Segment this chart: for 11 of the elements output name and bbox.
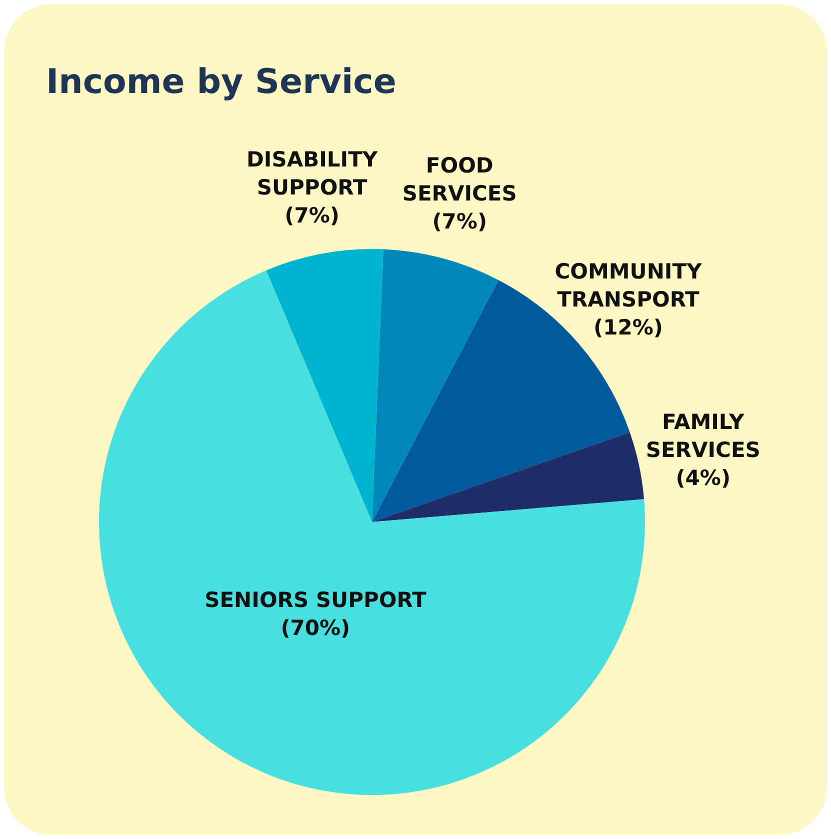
slice-label: COMMUNITY TRANSPORT xyxy=(554,259,703,312)
chart-title: Income by Service xyxy=(46,62,396,102)
data-label: (7%) xyxy=(284,203,340,228)
data-label: (7%) xyxy=(432,209,488,234)
data-label: (70%) xyxy=(280,616,350,640)
data-label: (12%) xyxy=(594,315,663,340)
slice-label: FOOD SERVICES xyxy=(402,153,517,206)
slice-label: FAMILY SERVICES xyxy=(646,410,760,462)
slice-label: SENIORS SUPPORT xyxy=(204,588,427,612)
data-label: (4%) xyxy=(676,466,731,490)
slice-label: DISABILITY SUPPORT xyxy=(246,147,378,200)
